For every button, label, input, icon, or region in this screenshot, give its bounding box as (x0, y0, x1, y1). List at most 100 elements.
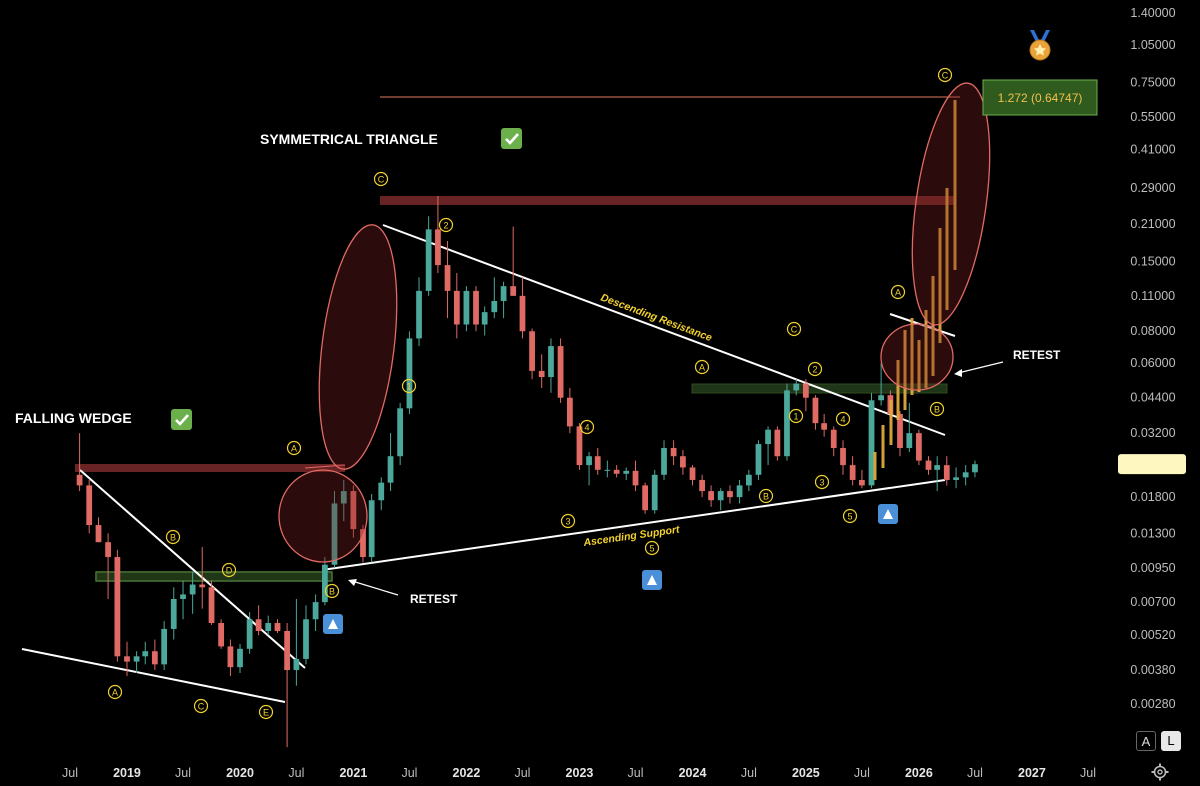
candle-body (529, 331, 535, 371)
candle-body (95, 525, 102, 543)
y-tick-label: 0.06000 (1130, 356, 1175, 370)
candle-body (473, 290, 479, 325)
y-tick-label: 0.29000 (1130, 181, 1175, 195)
wave-label: 3 (565, 517, 570, 527)
candle-body (651, 474, 658, 511)
candle-body (538, 370, 545, 378)
wave-label-circle (286, 440, 302, 456)
candle-body (916, 433, 922, 461)
y-tick-label: 0.03200 (1130, 426, 1175, 440)
projection-bar (889, 400, 893, 445)
medal-ribbon-right (1040, 30, 1050, 42)
candle-body (322, 564, 328, 603)
log-scale-button[interactable]: L (1161, 731, 1181, 751)
candle-body (953, 477, 959, 480)
y-tick-label: 0.00520 (1130, 628, 1175, 642)
buy-signal-triangle (883, 509, 893, 519)
candle-body (745, 474, 752, 486)
wave-label-circle (258, 704, 274, 720)
candle-body (623, 470, 630, 474)
candle-body (453, 290, 460, 325)
y-tick-label: 0.04400 (1130, 391, 1175, 405)
x-tick-label: Jul (401, 766, 417, 780)
candle-body (849, 465, 856, 480)
candle-body (274, 623, 281, 631)
y-tick-label: 0.01300 (1130, 526, 1175, 540)
x-tick-label: 2021 (339, 766, 367, 780)
fib-target-text: 1.272 (0.64747) (998, 91, 1083, 105)
wave-label: C (791, 325, 798, 335)
candle-body (368, 500, 375, 558)
x-tick-label: 2024 (679, 766, 707, 780)
candle-body (444, 265, 451, 291)
projection-bar (896, 360, 900, 420)
projection-bar (938, 228, 942, 343)
wave-label: B (170, 533, 176, 543)
candle-body (180, 594, 186, 599)
buy-signal-triangle (647, 575, 657, 585)
candle-body (727, 491, 733, 498)
x-tick-label: Jul (62, 766, 78, 780)
candle-body (293, 658, 300, 671)
wave-label: B (329, 587, 335, 597)
candle-body (481, 312, 488, 325)
buy-signal-triangle (328, 619, 338, 629)
wave-label-circle (193, 698, 209, 714)
candle-body (340, 491, 347, 504)
wave-label-circle (842, 508, 858, 524)
candle-body (934, 465, 941, 470)
candle-body (962, 472, 969, 478)
candle-body (802, 383, 809, 398)
candle-body (661, 447, 667, 475)
y-tick-label: 0.55000 (1130, 110, 1175, 124)
candle-body (566, 397, 573, 427)
projection-bar (931, 276, 935, 376)
wave-label-circle (890, 284, 906, 300)
candle-body (925, 460, 932, 470)
candle-body (736, 485, 743, 498)
candle-body (943, 465, 950, 480)
current-price-tag (1118, 454, 1186, 475)
wave-label: A (895, 288, 901, 298)
settings-gear-icon[interactable] (1150, 762, 1170, 782)
candle-body (613, 469, 620, 474)
candle-body (170, 598, 177, 629)
medal-star (1034, 44, 1046, 56)
wave-label-circle (788, 408, 804, 424)
wave-label-circle (937, 67, 953, 83)
support-zone-wedge-fill (96, 572, 332, 581)
candle-body (255, 619, 262, 631)
wedge-check-icon (171, 409, 192, 430)
wave-label: 4 (584, 423, 589, 433)
wave-label: 2 (812, 365, 817, 375)
x-tick-label: Jul (854, 766, 870, 780)
wave-label: 5 (847, 512, 852, 522)
triangle-check-icon (501, 128, 522, 149)
auto-scale-button[interactable]: A (1136, 731, 1156, 751)
candle-body (586, 456, 592, 466)
wave-label-circle (786, 321, 802, 337)
wave-label-circle (373, 171, 389, 187)
wave-label-circle (107, 684, 123, 700)
candle-body (397, 408, 404, 457)
candle-body (670, 447, 677, 457)
y-tick-label: 0.00380 (1130, 663, 1175, 677)
wave-label-circle (644, 540, 660, 556)
candle-body (878, 395, 884, 401)
candle-body (227, 646, 234, 668)
wave-label: D (226, 566, 233, 576)
candle-body (218, 623, 225, 647)
wave-label: C (378, 175, 385, 185)
x-tick-label: Jul (514, 766, 530, 780)
wave-label: A (291, 444, 297, 454)
candle-body (208, 587, 215, 624)
projection-bar (910, 318, 914, 395)
candle-body (331, 503, 338, 565)
symmetrical-triangle-title: SYMMETRICAL TRIANGLE (260, 131, 438, 147)
candle-body (312, 602, 319, 620)
retest-ellipse-2 (880, 323, 954, 391)
wave-label: A (112, 688, 118, 698)
candle-body (868, 400, 875, 486)
candle-body (350, 491, 357, 530)
